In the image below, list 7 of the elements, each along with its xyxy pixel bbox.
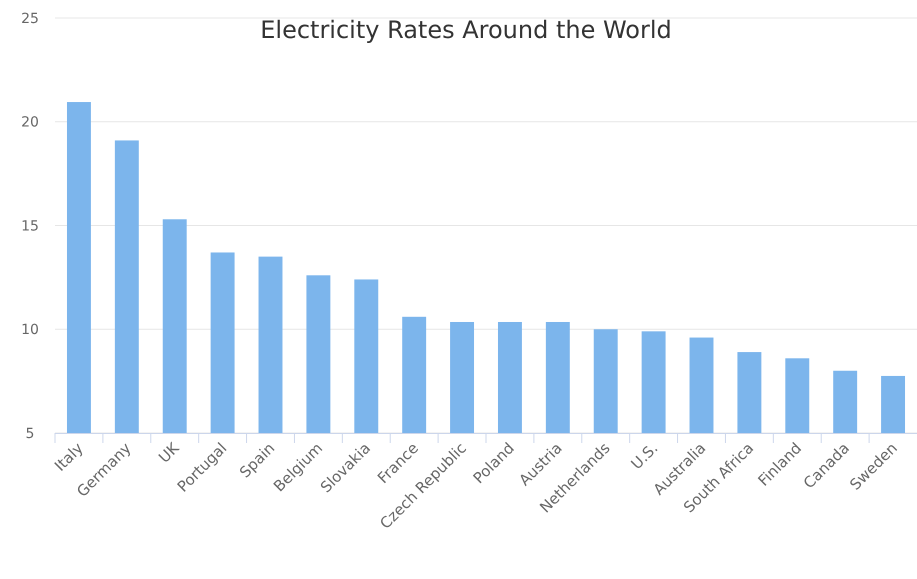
y-tick-label: 25 — [21, 10, 39, 27]
x-tick-label: U.S. — [627, 439, 662, 474]
y-tick-label: 20 — [21, 114, 39, 131]
y-tick-label: 15 — [21, 218, 39, 234]
y-tick-label: 5 — [26, 426, 34, 442]
y-tick-label: 10 — [21, 322, 39, 338]
chart-title: Electricity Rates Around the World — [260, 16, 672, 44]
